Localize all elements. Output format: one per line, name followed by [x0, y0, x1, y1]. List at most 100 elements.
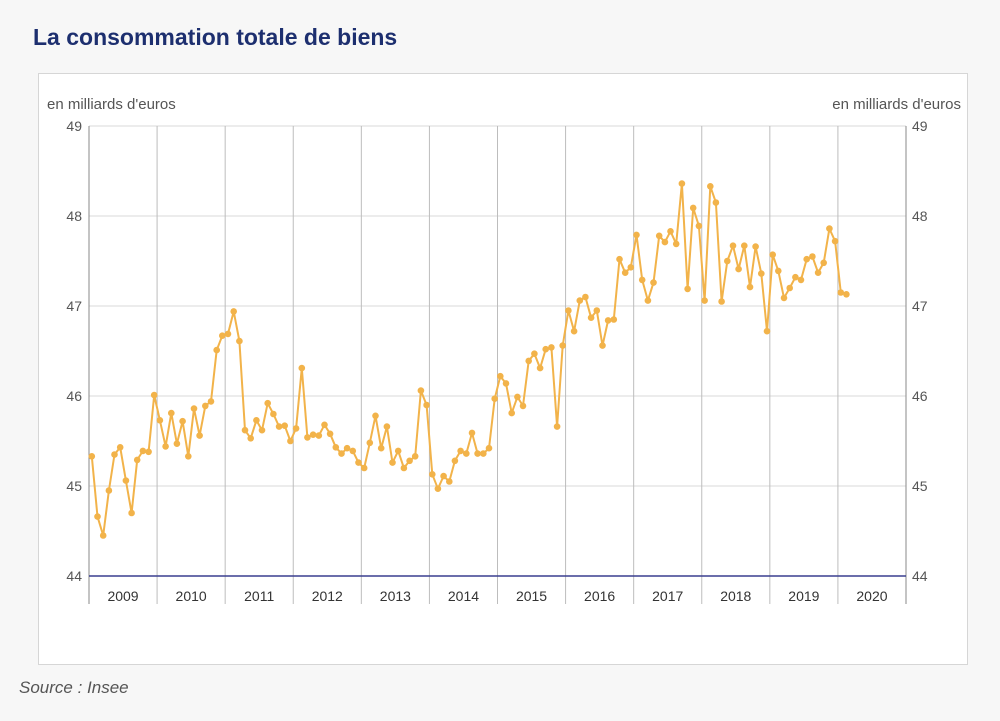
data-point: [843, 291, 850, 298]
data-point: [809, 253, 816, 260]
data-point: [400, 464, 408, 472]
y-tick-label-right: 48: [912, 208, 928, 224]
y-tick-label-right: 49: [912, 118, 928, 134]
x-tick-label: 2015: [516, 588, 547, 604]
chart-title: La consommation totale de biens: [33, 24, 398, 50]
data-point: [440, 472, 447, 480]
data-point: [780, 294, 788, 302]
y-tick-label-left: 44: [66, 568, 82, 584]
data-point: [491, 395, 499, 403]
data-point: [451, 457, 459, 465]
data-point: [559, 342, 566, 349]
data-point: [224, 330, 232, 338]
data-point: [406, 457, 413, 465]
data-point: [185, 453, 192, 460]
y-axis-label-left: en milliards d'euros: [47, 96, 176, 113]
data-point: [468, 429, 476, 437]
data-point: [349, 447, 357, 455]
data-point: [338, 450, 345, 457]
y-tick-label-right: 47: [912, 298, 928, 314]
y-tick-label-right: 44: [912, 568, 928, 584]
data-point: [837, 289, 845, 296]
data-point: [315, 432, 323, 439]
data-point: [417, 387, 425, 394]
data-point: [724, 257, 731, 265]
data-point: [553, 423, 561, 430]
data-point: [576, 297, 584, 304]
y-tick-label-left: 47: [66, 298, 82, 314]
data-point: [729, 242, 737, 249]
chart-card: en milliards d'euros en milliards d'euro…: [38, 73, 968, 665]
data-point: [247, 435, 254, 442]
line-chart: en milliards d'euros en milliards d'euro…: [47, 96, 961, 604]
x-tick-label: 2011: [244, 588, 274, 604]
data-point: [309, 431, 317, 439]
data-point: [536, 364, 544, 372]
data-point: [99, 532, 107, 539]
data-point: [343, 444, 351, 452]
data-point: [133, 456, 141, 464]
data-point: [411, 453, 419, 460]
data-point: [292, 425, 300, 432]
data-point: [207, 398, 215, 405]
data-point: [769, 251, 776, 258]
x-tick-label: 2017: [652, 588, 683, 604]
data-point: [803, 255, 810, 263]
x-tick-label: 2014: [448, 588, 479, 604]
y-tick-label-left: 45: [66, 478, 82, 494]
data-point: [366, 439, 374, 447]
data-point: [298, 364, 306, 372]
x-tick-label: 2012: [312, 588, 343, 604]
data-point: [287, 437, 294, 445]
data-point: [599, 342, 606, 349]
data-point: [219, 332, 226, 340]
x-tick-label: 2016: [584, 588, 615, 604]
data-point: [355, 459, 362, 466]
data-point: [604, 317, 612, 324]
data-point: [332, 444, 340, 451]
data-point: [792, 273, 799, 281]
data-point: [230, 308, 237, 315]
data-point: [383, 423, 391, 430]
data-point: [797, 276, 805, 284]
data-point: [474, 450, 481, 457]
x-tick-labels: 2009 2010 2011 2012 2013 2014 2015 2016 2017 2018…: [107, 588, 887, 604]
data-point: [480, 450, 487, 457]
data-point: [621, 269, 629, 277]
data-point: [741, 242, 748, 249]
data-point: [281, 422, 289, 430]
data-point: [463, 450, 470, 457]
data-point: [570, 327, 578, 335]
series-group: [88, 180, 850, 539]
data-point: [650, 279, 657, 286]
data-point: [707, 183, 714, 190]
data-point: [519, 402, 527, 410]
x-tick-label: 2020: [856, 588, 887, 604]
data-point: [145, 448, 152, 456]
data-point: [644, 297, 652, 304]
data-point: [627, 264, 635, 271]
data-point: [672, 240, 680, 248]
data-point: [593, 307, 601, 314]
data-point: [752, 243, 759, 250]
data-point: [394, 447, 402, 455]
grid: [88, 125, 907, 604]
data-point: [423, 401, 430, 409]
data-point: [786, 284, 793, 292]
data-point: [814, 269, 822, 277]
data-point: [94, 513, 101, 520]
data-point: [485, 444, 493, 452]
data-point: [150, 391, 158, 399]
y-tick-label-left: 48: [66, 208, 82, 224]
data-point: [655, 232, 663, 240]
x-tick-label: 2013: [380, 588, 411, 604]
data-point: [122, 477, 130, 484]
data-point: [241, 426, 249, 434]
data-point: [633, 231, 640, 239]
x-tick-label: 2018: [720, 588, 751, 604]
data-point: [661, 238, 669, 246]
data-point: [701, 297, 708, 304]
data-point: [763, 327, 771, 335]
data-point: [304, 434, 311, 441]
data-point: [746, 283, 754, 291]
